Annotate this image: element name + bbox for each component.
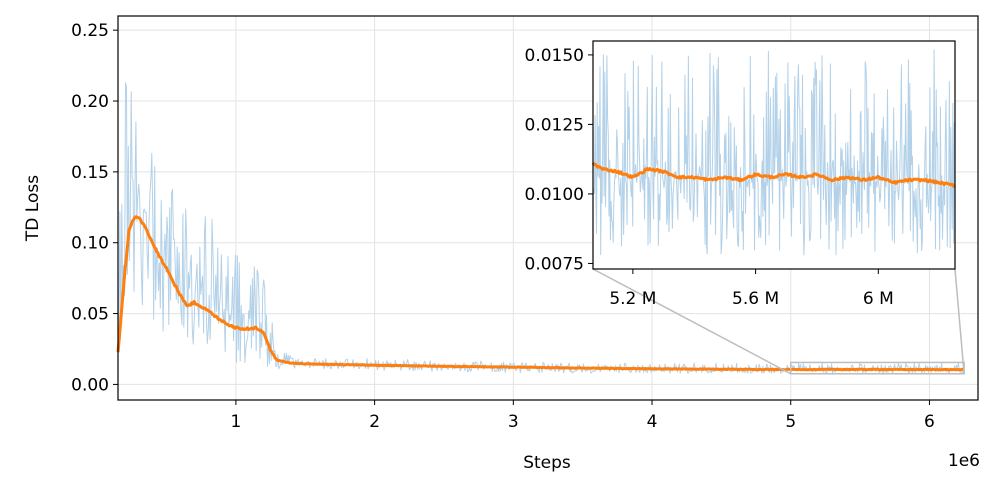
inset-x-tick-label: 6 M — [863, 289, 894, 309]
y-tick-label: 0.20 — [71, 92, 109, 112]
zoom-connector-line — [954, 268, 965, 374]
inset-smoothed-loss-line — [591, 161, 956, 188]
inset-x-tick-label: 5.2 M — [609, 289, 656, 309]
inset-frame — [592, 40, 956, 270]
inset-x-tick-label: 5.6 M — [732, 289, 779, 309]
y-tick-label: 0.10 — [71, 234, 109, 254]
y-tick-label: 0.15 — [71, 163, 109, 183]
zoom-connector-line — [592, 268, 792, 375]
y-tick-label: 0.25 — [71, 21, 109, 41]
x-tick-label: 5 — [785, 412, 796, 432]
x-axis-offset-label: 1e6 — [948, 451, 980, 471]
inset-plot-area: 5.2 M 5.6 M 6 M 0.0075 0.0100 0.0125 0.0150 — [525, 40, 965, 375]
x-axis-label: Steps — [523, 453, 571, 473]
inset-y-tick-label: 0.0150 — [525, 46, 584, 66]
smoothed-loss-line — [116, 215, 965, 372]
x-tick-label: 3 — [508, 412, 519, 432]
y-tick-label: 0.00 — [71, 375, 109, 395]
x-tick-label: 2 — [369, 412, 380, 432]
main-plot-frame — [117, 15, 979, 401]
x-tick-label: 6 — [924, 412, 935, 432]
y-tick-label: 0.05 — [71, 305, 109, 325]
inset-raw-loss-line — [592, 49, 956, 256]
inset-y-tick-label: 0.0125 — [525, 115, 584, 135]
x-tick-label: 4 — [647, 412, 658, 432]
y-axis-label: TD Loss — [23, 175, 43, 242]
x-tick-label: 1 — [230, 412, 241, 432]
inset-y-tick-label: 0.0100 — [525, 185, 584, 205]
inset-y-tick-label: 0.0075 — [525, 254, 584, 274]
